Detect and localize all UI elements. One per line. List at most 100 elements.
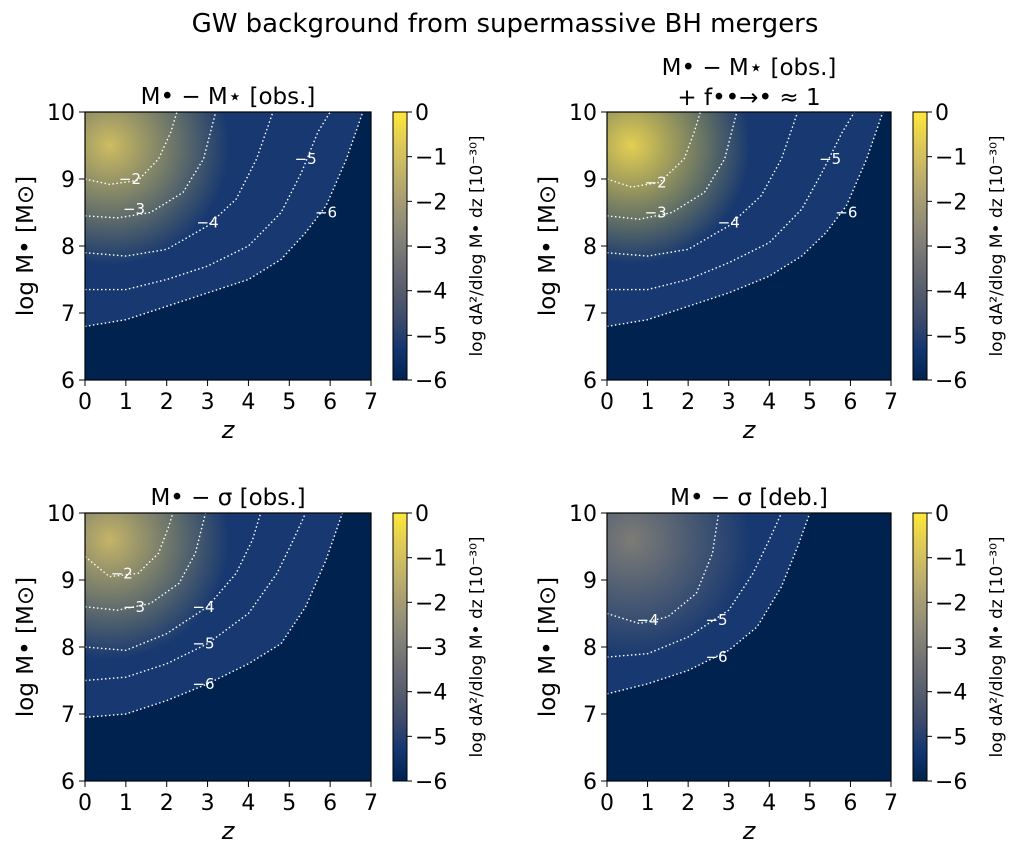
- y-tick-label: 8: [583, 235, 597, 260]
- x-tick-label: 2: [160, 390, 174, 415]
- heatmap-peak: [85, 112, 371, 380]
- x-tick-label: 5: [803, 791, 817, 816]
- contour-line: [607, 112, 799, 257]
- contour-label: −6: [315, 204, 337, 222]
- x-tick-label: 5: [803, 390, 817, 415]
- colorbar-tick-label: −6: [415, 369, 447, 394]
- x-tick-label: 1: [119, 390, 133, 415]
- figure-suptitle: GW background from supermassive BH merge…: [192, 9, 819, 39]
- colorbar: [912, 111, 928, 381]
- x-tick-label: 7: [364, 390, 378, 415]
- contour-label: −5: [295, 150, 317, 168]
- panel-4: −4 −5 −6 0 1 2 3 4 5 6 7 6 7 8 9 10 z log M• [M⊙] M• − σ […: [535, 485, 1007, 845]
- contour-label: −5: [705, 611, 727, 629]
- contour-line: [85, 112, 331, 291]
- colorbar-tick-label: −4: [415, 280, 447, 305]
- y-tick-label: 9: [583, 569, 597, 594]
- colorbar-tick-label: −6: [415, 770, 447, 795]
- colorbar-tick-label: −1: [415, 547, 447, 572]
- contour-label: −6: [835, 204, 857, 222]
- colorbar-tick-label: 0: [935, 502, 949, 527]
- colorbar-label: log dA²/dlog M• dz [10⁻³⁰]: [467, 135, 487, 356]
- contour-label: −3: [123, 200, 145, 218]
- colorbar-tick-label: 0: [935, 101, 949, 126]
- colorbar-tick-label: −2: [935, 591, 967, 616]
- contour-label: −4: [192, 598, 214, 616]
- contour-line: [85, 112, 217, 219]
- contour-label: −6: [705, 648, 727, 666]
- colorbar-tick-label: −1: [415, 146, 447, 171]
- panel-2: −2 −3 −4 −5 −6 0 1 2 3 4 5 6 7 6 7 8 9 10 z log M• [M⊙] M• −…: [535, 55, 1007, 444]
- contour-line: [607, 513, 783, 658]
- panel-title: M• − M⋆ [obs.]: [662, 55, 837, 81]
- y-tick-label: 6: [583, 770, 597, 795]
- colorbar-tick-label: −3: [415, 636, 447, 661]
- panel-title: M• − σ [deb.]: [670, 485, 828, 511]
- x-tick-label: 6: [843, 390, 857, 415]
- colorbar-tick-label: −1: [935, 547, 967, 572]
- contour-line: [607, 112, 701, 188]
- contour-line: [85, 513, 174, 578]
- y-tick-label: 9: [61, 168, 75, 193]
- y-tick-label: 6: [61, 369, 75, 394]
- y-tick-label: 8: [61, 235, 75, 260]
- contour-label: −4: [197, 214, 219, 232]
- colorbar-tick-label: −3: [415, 235, 447, 260]
- panel-title: M• − σ [obs.]: [150, 485, 305, 511]
- x-axis-label: z: [221, 817, 236, 845]
- x-tick-label: 6: [843, 791, 857, 816]
- y-tick-label: 7: [61, 302, 75, 327]
- contour-label: −2: [119, 170, 141, 188]
- colorbar: [912, 512, 928, 782]
- colorbar-tick-label: −4: [935, 280, 967, 305]
- x-axis-label: z: [221, 416, 236, 444]
- contour-line: [607, 513, 811, 695]
- x-tick-label: 7: [364, 791, 378, 816]
- colorbar-tick-label: −3: [935, 235, 967, 260]
- y-tick-label: 7: [61, 703, 75, 728]
- y-tick-label: 10: [47, 101, 75, 126]
- x-tick-label: 4: [241, 791, 255, 816]
- colorbar-tick-label: 0: [415, 101, 429, 126]
- contour-label: −3: [645, 204, 667, 222]
- x-tick-label: 2: [681, 791, 695, 816]
- contour-line: [85, 112, 178, 186]
- x-axis-label: z: [742, 416, 757, 444]
- colorbar-tick-label: −1: [935, 146, 967, 171]
- colorbar-tick-label: −2: [415, 190, 447, 215]
- colorbar-tick-label: −6: [935, 770, 967, 795]
- x-tick-label: 1: [119, 791, 133, 816]
- colorbar-tick-label: 0: [415, 502, 429, 527]
- x-axis-label: z: [742, 817, 757, 845]
- colorbar: [392, 111, 408, 381]
- colorbar-label: log dA²/dlog M• dz [10⁻³⁰]: [987, 536, 1007, 757]
- x-tick-label: 4: [241, 390, 255, 415]
- y-tick-label: 9: [61, 569, 75, 594]
- y-tick-label: 8: [583, 636, 597, 661]
- contour-label: −2: [111, 564, 133, 582]
- x-tick-label: 5: [282, 791, 296, 816]
- contour-label: −5: [192, 635, 214, 653]
- x-tick-label: 7: [884, 791, 898, 816]
- y-axis-label: log M• [M⊙]: [535, 176, 561, 316]
- y-tick-label: 7: [583, 302, 597, 327]
- x-tick-label: 3: [722, 791, 736, 816]
- colorbar-label: log dA²/dlog M• dz [10⁻³⁰]: [987, 135, 1007, 356]
- contour-label: −2: [645, 173, 667, 191]
- y-tick-label: 8: [61, 636, 75, 661]
- y-axis-label: log M• [M⊙]: [13, 577, 39, 717]
- colorbar-tick-label: −5: [415, 324, 447, 349]
- y-tick-label: 6: [61, 770, 75, 795]
- colorbar-tick-label: −5: [935, 324, 967, 349]
- contour-label: −5: [819, 150, 841, 168]
- heatmap-peak: [607, 513, 891, 781]
- x-tick-label: 0: [78, 390, 92, 415]
- x-tick-label: 0: [78, 791, 92, 816]
- y-axis-label: log M• [M⊙]: [535, 577, 561, 717]
- y-tick-label: 10: [569, 101, 597, 126]
- heatmap-peak: [85, 513, 371, 781]
- colorbar-tick-label: −2: [935, 190, 967, 215]
- contour-line: [85, 112, 364, 328]
- x-tick-label: 5: [282, 390, 296, 415]
